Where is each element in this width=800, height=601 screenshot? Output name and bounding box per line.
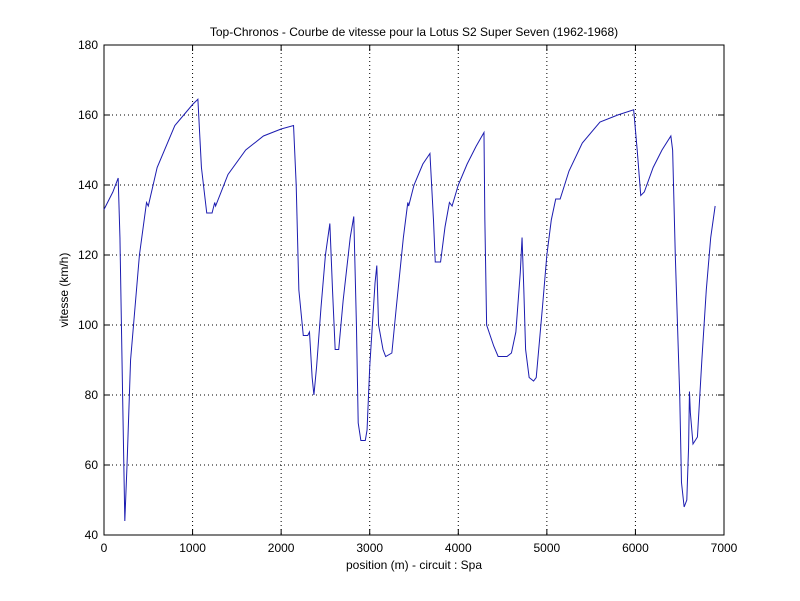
x-tick-label: 6000	[622, 541, 649, 555]
x-tick-label: 2000	[268, 541, 295, 555]
x-tick-label: 7000	[711, 541, 738, 555]
y-tick-label: 60	[85, 458, 99, 472]
x-tick-label: 3000	[356, 541, 383, 555]
y-tick-label: 40	[85, 528, 99, 542]
y-tick-label: 140	[78, 178, 98, 192]
chart-title: Top-Chronos - Courbe de vitesse pour la …	[210, 25, 618, 39]
x-tick-label: 1000	[179, 541, 206, 555]
x-tick-label: 0	[101, 541, 108, 555]
x-axis-label: position (m) - circuit : Spa	[346, 558, 482, 572]
x-tick-label: 4000	[445, 541, 472, 555]
y-tick-label: 120	[78, 248, 98, 262]
y-tick-label: 80	[85, 388, 99, 402]
x-tick-label: 5000	[534, 541, 561, 555]
y-axis-label: vitesse (km/h)	[57, 253, 71, 328]
y-tick-label: 100	[78, 318, 98, 332]
y-tick-label: 160	[78, 108, 98, 122]
plot-area	[103, 44, 725, 536]
data-line	[103, 98, 716, 522]
y-tick-label: 180	[78, 38, 98, 52]
